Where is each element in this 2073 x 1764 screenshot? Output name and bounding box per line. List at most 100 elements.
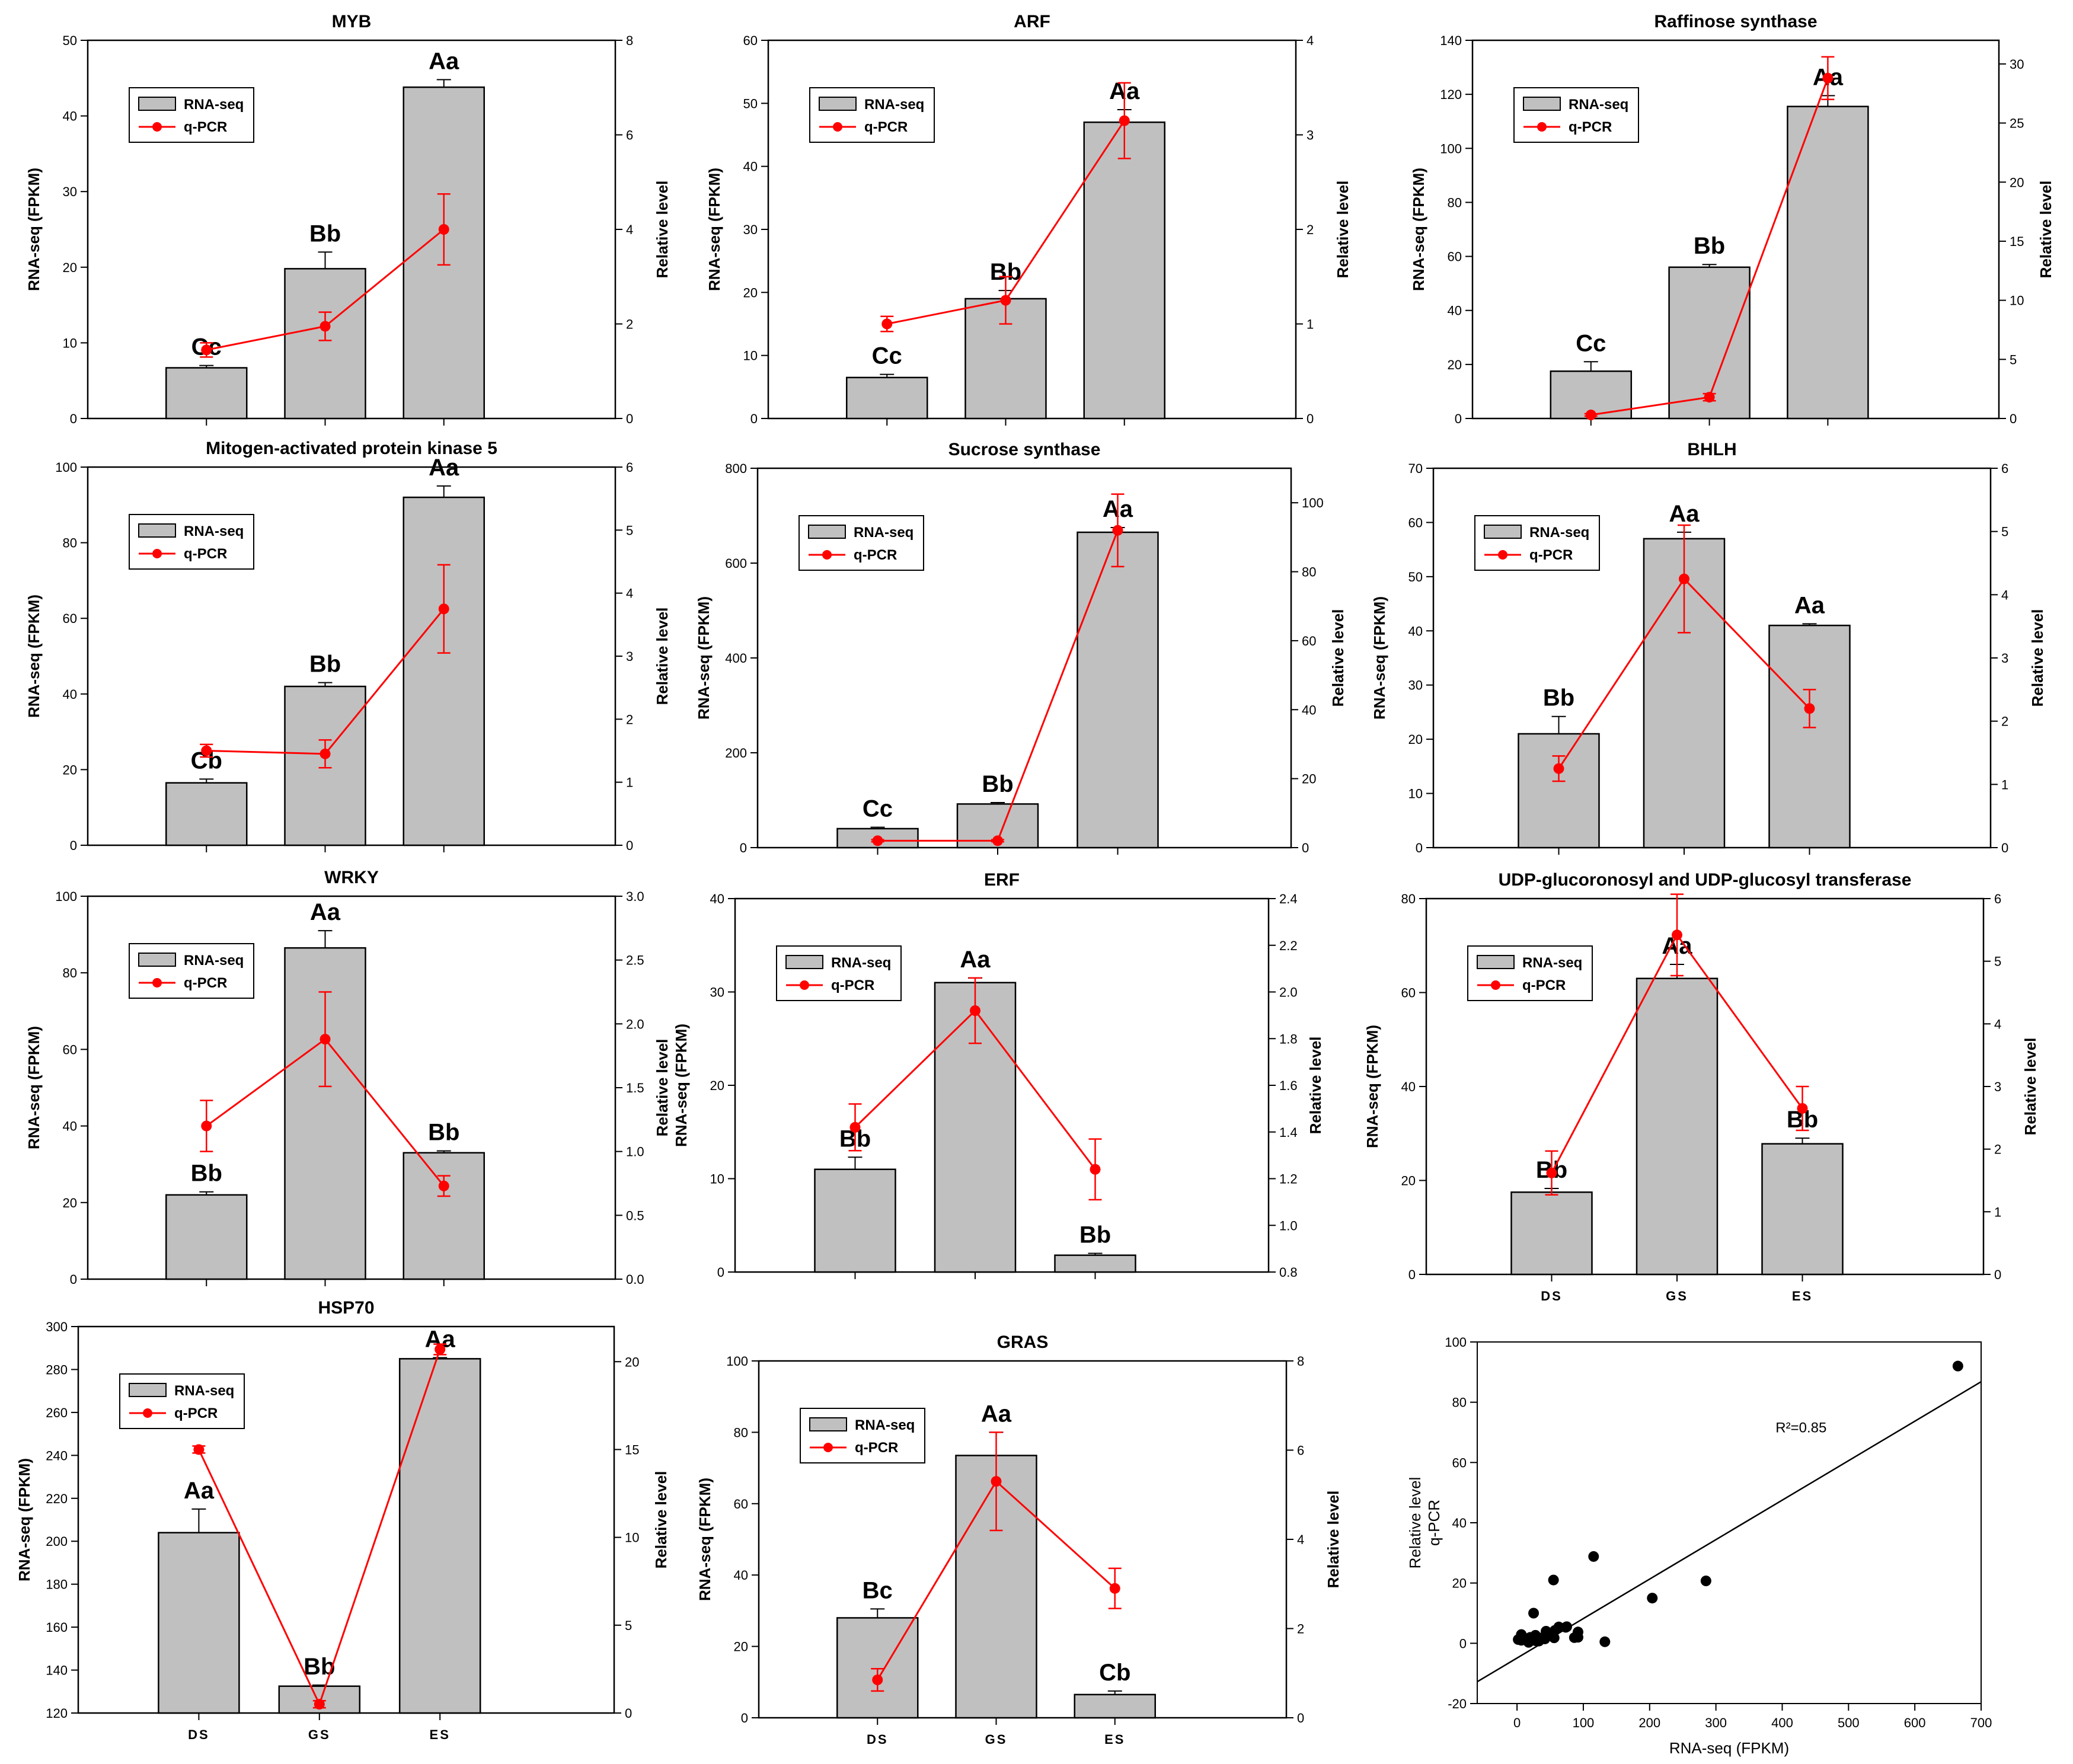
y-tick-label: 0 bbox=[750, 411, 758, 426]
legend-label-rna-seq: RNA-seq bbox=[184, 953, 244, 969]
y2-tick-label: 8 bbox=[626, 33, 633, 48]
scatter-x-tick-label: 700 bbox=[1970, 1715, 1992, 1730]
bar-es bbox=[403, 1152, 485, 1280]
y2-tick-label: 1 bbox=[1307, 317, 1314, 332]
scatter-y-tick-label: 0 bbox=[1459, 1636, 1467, 1651]
y2-tick-label: 20 bbox=[2010, 175, 2024, 190]
y2-axis-label: Relative level bbox=[2029, 609, 2046, 707]
legend-label-qpcr: q-PCR bbox=[1529, 547, 1573, 563]
y-tick-label: 0 bbox=[741, 1711, 748, 1725]
qpcr-point-es bbox=[438, 1180, 449, 1191]
scatter-y-tick-label: 20 bbox=[1452, 1576, 1467, 1591]
y2-tick-label: 0 bbox=[1307, 411, 1314, 426]
y-tick-label: 10 bbox=[710, 1172, 724, 1187]
qpcr-point-gs bbox=[320, 1034, 331, 1045]
legend-label-qpcr: q-PCR bbox=[174, 1405, 218, 1421]
y2-tick-label: 2 bbox=[626, 317, 633, 332]
y-tick-label: 100 bbox=[726, 1354, 748, 1369]
scatter-x-tick-label: 400 bbox=[1771, 1715, 1793, 1730]
scatter-point bbox=[1530, 1635, 1541, 1647]
y-tick-label: 280 bbox=[46, 1362, 68, 1377]
scatter-point bbox=[1588, 1551, 1599, 1562]
y-tick-label: 50 bbox=[1408, 570, 1423, 584]
y-tick-label: 40 bbox=[1401, 1079, 1416, 1094]
y2-tick-label: 15 bbox=[2010, 234, 2024, 249]
legend-swatch-rna-seq bbox=[1523, 97, 1561, 111]
y2-tick-label: 1 bbox=[1994, 1204, 2001, 1219]
legend-swatch-qpcr-point bbox=[1498, 550, 1507, 560]
y2-tick-label: 6 bbox=[1994, 891, 2001, 906]
y-tick-label: 0 bbox=[717, 1265, 724, 1280]
scatter-point bbox=[1528, 1608, 1539, 1619]
x-category-label: ES bbox=[1792, 1289, 1813, 1303]
bar-panel-gras: GRAS 0 20 40 60 80 100 0 2 4 6 8 RNA-seq (FPKM) Relat… bbox=[696, 1332, 1342, 1747]
legend-swatch-rna-seq bbox=[138, 953, 176, 967]
y2-tick-label: 3 bbox=[1307, 128, 1314, 143]
y2-tick-label: 5 bbox=[626, 523, 633, 538]
y-tick-label: 60 bbox=[63, 1042, 77, 1057]
y2-tick-label: 1.2 bbox=[1279, 1172, 1298, 1187]
scatter-y-tick-label: 80 bbox=[1452, 1395, 1467, 1410]
y2-tick-label: 2 bbox=[1307, 222, 1314, 237]
y2-tick-label: 20 bbox=[1302, 772, 1316, 787]
scatter-point bbox=[1647, 1593, 1658, 1604]
y-tick-label: 80 bbox=[1448, 195, 1462, 210]
legend-swatch-rna-seq bbox=[129, 1383, 167, 1397]
significance-label: Aa bbox=[1669, 501, 1700, 527]
y-tick-label: 800 bbox=[725, 461, 747, 476]
y-tick-label: 160 bbox=[46, 1620, 68, 1635]
qpcr-point-es bbox=[1804, 703, 1815, 714]
y-tick-label: 0 bbox=[70, 411, 77, 426]
x-category-label: GS bbox=[1666, 1289, 1688, 1303]
y-tick-label: 10 bbox=[1408, 787, 1423, 801]
legend-label-rna-seq: RNA-seq bbox=[864, 97, 924, 113]
qpcr-point-ds bbox=[201, 1120, 212, 1132]
legend-swatch-rna-seq bbox=[819, 97, 857, 111]
scatter-point bbox=[1599, 1636, 1611, 1647]
y2-tick-label: 3 bbox=[2001, 651, 2008, 666]
scatter-point bbox=[1516, 1629, 1527, 1640]
qpcr-point-ds bbox=[201, 344, 212, 356]
y-tick-label: 10 bbox=[743, 349, 758, 363]
qpcr-point-gs bbox=[314, 1699, 325, 1710]
legend-swatch-rna-seq bbox=[1484, 525, 1522, 539]
chart-title: Raffinose synthase bbox=[1654, 12, 1817, 31]
y2-tick-label: 60 bbox=[1302, 634, 1316, 648]
y2-tick-label: 1.0 bbox=[1279, 1218, 1298, 1233]
y-axis-label: RNA-seq (FPKM) bbox=[1363, 1025, 1381, 1148]
y2-tick-label: 2 bbox=[1994, 1142, 2001, 1157]
significance-label: Bb bbox=[191, 1161, 222, 1187]
qpcr-point-gs bbox=[1679, 573, 1689, 584]
legend-label-rna-seq: RNA-seq bbox=[855, 1417, 915, 1433]
y2-tick-label: 100 bbox=[1302, 496, 1324, 510]
bar-panel-bhlh: BHLH 0 10 20 30 40 50 60 70 0 1 2 3 4 5 6 RNA-seq (FPKM)… bbox=[1371, 440, 2046, 855]
legend-box bbox=[1474, 515, 1600, 571]
legend-swatch-rna-seq bbox=[138, 97, 176, 111]
y-tick-label: 0 bbox=[1408, 1267, 1416, 1282]
y-tick-label: 80 bbox=[734, 1425, 748, 1440]
y-tick-label: 60 bbox=[63, 611, 77, 626]
y2-tick-label: 2.0 bbox=[626, 1017, 644, 1031]
chart-title: WRKY bbox=[324, 868, 379, 887]
legend-swatch-rna-seq bbox=[808, 525, 846, 539]
y-tick-label: 60 bbox=[1448, 250, 1462, 264]
y2-tick-label: 1 bbox=[2001, 777, 2008, 792]
significance-label: Bb bbox=[982, 771, 1013, 797]
y2-tick-label: 0 bbox=[2001, 841, 2008, 855]
y2-axis-label: Relative level bbox=[2021, 1038, 2039, 1136]
bar-ds bbox=[165, 782, 248, 846]
y2-tick-label: 4 bbox=[1994, 1017, 2001, 1031]
significance-label: Cc bbox=[863, 796, 893, 822]
y-tick-label: 30 bbox=[743, 222, 758, 237]
legend-label-rna-seq: RNA-seq bbox=[831, 955, 891, 971]
y2-tick-label: 6 bbox=[626, 460, 633, 475]
legend-label-rna-seq: RNA-seq bbox=[854, 525, 913, 541]
scatter-x-tick-label: 500 bbox=[1838, 1715, 1860, 1730]
y2-tick-label: 2 bbox=[2001, 714, 2008, 729]
bar-panel-udp-glucoronosyl-and-udp-glucosyl-transferase: UDP-glucoronosyl and UDP-glucosyl transf… bbox=[1363, 870, 2039, 1303]
qpcr-point-ds bbox=[1553, 763, 1564, 774]
y-tick-label: 20 bbox=[63, 1196, 77, 1210]
chart-title: Sucrose synthase bbox=[948, 440, 1101, 459]
x-category-label: DS bbox=[1541, 1289, 1563, 1303]
legend-swatch-qpcr-point bbox=[143, 1408, 152, 1418]
